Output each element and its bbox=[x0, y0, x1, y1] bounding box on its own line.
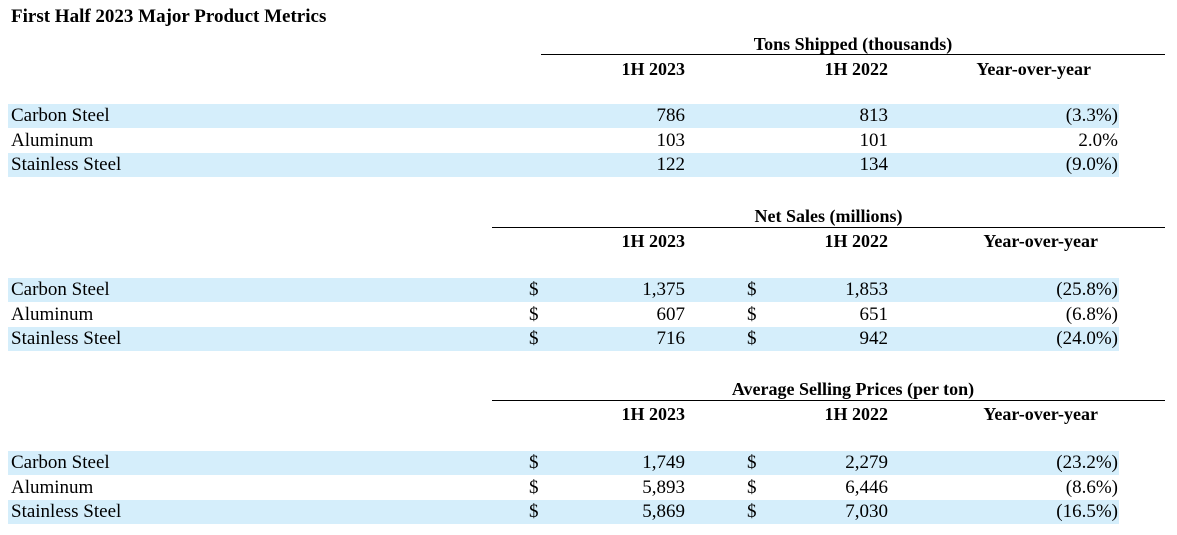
currency-symbol: $ bbox=[529, 452, 539, 473]
row-label: Aluminum bbox=[11, 304, 94, 325]
table-row: Carbon Steel 786 813 (3.3%) bbox=[8, 104, 1119, 128]
value-1h2022: 2,279 bbox=[845, 452, 888, 473]
section-title: Average Selling Prices (per ton) bbox=[731, 379, 975, 399]
table-row: Stainless Steel 122 134 (9.0%) bbox=[8, 153, 1119, 177]
table-row: Aluminum $ 607 $ 651 (6.8%) bbox=[8, 303, 1119, 327]
column-header-1h2022: 1H 2022 bbox=[824, 404, 888, 424]
value-1h2022: 813 bbox=[859, 105, 889, 126]
value-1h2022: 1,853 bbox=[845, 279, 888, 300]
value-yoy: (9.0%) bbox=[1065, 154, 1118, 175]
row-label: Carbon Steel bbox=[11, 279, 110, 300]
currency-symbol: $ bbox=[529, 501, 539, 522]
value-1h2023: 786 bbox=[656, 105, 686, 126]
table-row: Carbon Steel $ 1,749 $ 2,279 (23.2%) bbox=[8, 451, 1119, 475]
value-1h2022: 101 bbox=[859, 130, 889, 151]
value-yoy: (23.2%) bbox=[1056, 452, 1118, 473]
value-yoy: (24.0%) bbox=[1056, 328, 1118, 349]
currency-symbol: $ bbox=[529, 279, 539, 300]
row-label: Aluminum bbox=[11, 477, 94, 498]
value-1h2022: 7,030 bbox=[845, 501, 888, 522]
section-rule bbox=[541, 54, 1165, 55]
currency-symbol: $ bbox=[747, 501, 757, 522]
currency-symbol: $ bbox=[747, 477, 757, 498]
row-label: Carbon Steel bbox=[11, 105, 110, 126]
section-rule bbox=[492, 400, 1165, 401]
currency-symbol: $ bbox=[747, 452, 757, 473]
value-1h2022: 651 bbox=[859, 304, 889, 325]
value-yoy: (25.8%) bbox=[1056, 279, 1118, 300]
row-label: Aluminum bbox=[11, 130, 94, 151]
value-yoy: 2.0% bbox=[1078, 130, 1118, 151]
value-1h2023: 5,893 bbox=[642, 477, 685, 498]
value-yoy: (3.3%) bbox=[1065, 105, 1118, 126]
value-1h2023: 122 bbox=[656, 154, 686, 175]
row-label: Stainless Steel bbox=[11, 328, 122, 349]
value-1h2023: 1,375 bbox=[642, 279, 685, 300]
value-1h2023: 716 bbox=[656, 328, 686, 349]
currency-symbol: $ bbox=[747, 304, 757, 325]
row-label: Stainless Steel bbox=[11, 154, 122, 175]
section-title: Net Sales (millions) bbox=[754, 206, 903, 226]
table-row: Aluminum 103 101 2.0% bbox=[8, 129, 1119, 153]
column-header-1h2023: 1H 2023 bbox=[621, 59, 685, 79]
column-header-1h2023: 1H 2023 bbox=[621, 231, 685, 251]
page-title: First Half 2023 Major Product Metrics bbox=[11, 6, 327, 27]
section-title: Tons Shipped (thousands) bbox=[753, 34, 953, 54]
value-1h2023: 607 bbox=[656, 304, 686, 325]
value-1h2023: 103 bbox=[656, 130, 686, 151]
currency-symbol: $ bbox=[529, 304, 539, 325]
value-1h2023: 5,869 bbox=[642, 501, 685, 522]
value-1h2022: 134 bbox=[859, 154, 889, 175]
column-header-1h2022: 1H 2022 bbox=[824, 59, 888, 79]
column-header-yoy: Year-over-year bbox=[983, 231, 1098, 251]
row-label: Carbon Steel bbox=[11, 452, 110, 473]
column-header-yoy: Year-over-year bbox=[983, 404, 1098, 424]
row-label: Stainless Steel bbox=[11, 501, 122, 522]
value-yoy: (16.5%) bbox=[1056, 501, 1118, 522]
section-rule bbox=[492, 227, 1165, 228]
value-1h2023: 1,749 bbox=[642, 452, 685, 473]
value-1h2022: 942 bbox=[859, 328, 889, 349]
value-yoy: (8.6%) bbox=[1065, 477, 1118, 498]
column-header-1h2023: 1H 2023 bbox=[621, 404, 685, 424]
table-row: Aluminum $ 5,893 $ 6,446 (8.6%) bbox=[8, 476, 1119, 500]
column-header-yoy: Year-over-year bbox=[976, 59, 1091, 79]
value-1h2022: 6,446 bbox=[845, 477, 888, 498]
value-yoy: (6.8%) bbox=[1065, 304, 1118, 325]
table-row: Carbon Steel $ 1,375 $ 1,853 (25.8%) bbox=[8, 278, 1119, 302]
column-header-1h2022: 1H 2022 bbox=[824, 231, 888, 251]
currency-symbol: $ bbox=[747, 279, 757, 300]
currency-symbol: $ bbox=[529, 477, 539, 498]
currency-symbol: $ bbox=[747, 328, 757, 349]
currency-symbol: $ bbox=[529, 328, 539, 349]
table-row: Stainless Steel $ 716 $ 942 (24.0%) bbox=[8, 327, 1119, 351]
table-row: Stainless Steel $ 5,869 $ 7,030 (16.5%) bbox=[8, 500, 1119, 524]
